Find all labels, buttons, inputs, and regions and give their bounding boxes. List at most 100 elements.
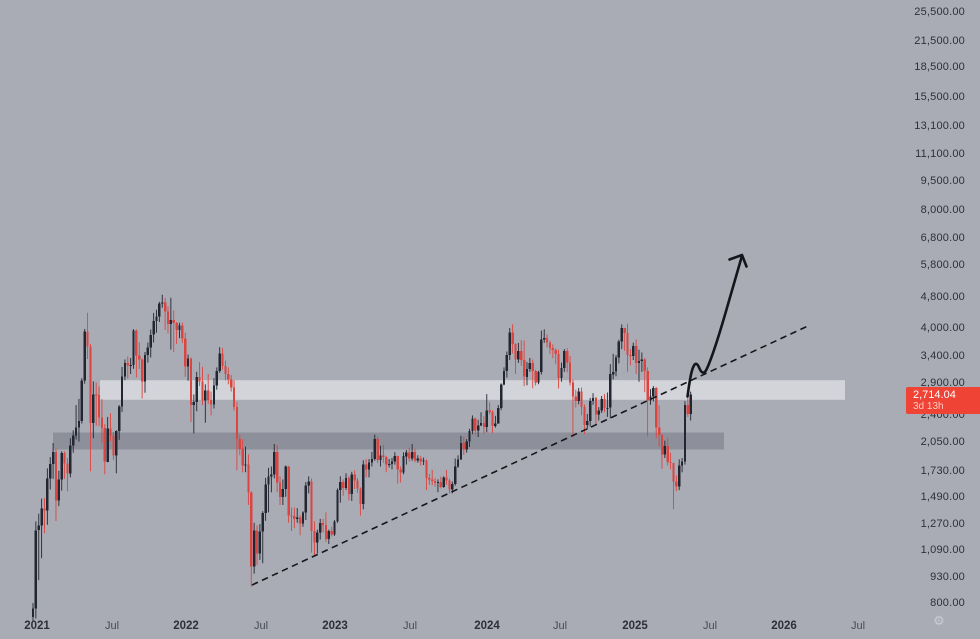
candle-body: [252, 530, 256, 567]
candle-body: [623, 328, 626, 333]
candle-body: [224, 365, 227, 374]
candle-body: [89, 346, 92, 424]
candle-body: [652, 387, 655, 397]
time-tick-label: Jul: [402, 620, 418, 632]
candle-body: [528, 363, 532, 369]
candle-body: [499, 384, 503, 409]
price-tick-label: 13,100.00: [914, 119, 965, 132]
support-zone[interactable]: [53, 432, 724, 450]
price-tick-label: 25,500.00: [914, 6, 965, 18]
candle-body: [92, 394, 95, 424]
price-tick-label: 4,800.00: [920, 291, 965, 304]
candle-body: [614, 357, 618, 372]
candle-body: [227, 374, 230, 380]
resistance-zone[interactable]: [100, 380, 845, 400]
candle-body: [454, 466, 457, 485]
candle-body: [321, 522, 325, 525]
candle-body: [436, 482, 440, 484]
candle-body: [583, 407, 586, 425]
candle-body: [554, 350, 557, 354]
candle-body: [109, 428, 112, 436]
candle-body: [198, 376, 201, 382]
candle-body: [514, 344, 517, 360]
candle-body: [517, 350, 520, 360]
candle-body: [551, 347, 554, 351]
candle-body: [313, 531, 316, 543]
price-tick-label: 1,090.00: [920, 544, 965, 557]
candle-body: [370, 459, 374, 463]
candle-body: [207, 390, 210, 400]
price-tick-label: 1,270.00: [920, 518, 965, 531]
time-tick-label: Jul: [253, 620, 269, 632]
candle-body: [72, 435, 75, 446]
candle-body: [448, 480, 451, 490]
price-tick-label: 2,050.00: [920, 436, 965, 449]
candle-body: [428, 477, 431, 480]
candle-body: [657, 427, 661, 435]
candle-body: [683, 405, 687, 462]
trendline-dashed[interactable]: [251, 324, 811, 586]
candle-body: [209, 399, 213, 405]
candle-body: [342, 482, 345, 488]
candle-body: [606, 407, 609, 409]
candle-body: [511, 332, 514, 345]
candle-body: [86, 331, 89, 347]
price-tick-label: 930.00: [930, 571, 965, 584]
projection-arrow[interactable]: [686, 256, 743, 398]
candle-body: [485, 410, 488, 428]
candle-body: [471, 418, 474, 432]
candle-body: [680, 461, 684, 466]
candle-body: [95, 394, 98, 396]
candle-body: [611, 371, 615, 375]
candle-body: [379, 455, 382, 460]
candle-body: [106, 428, 109, 462]
candle-body: [586, 421, 589, 425]
candle-body: [442, 477, 445, 487]
candle-body: [643, 359, 646, 372]
candle-body: [330, 531, 333, 535]
candle-body: [402, 456, 405, 473]
candle-body: [353, 474, 356, 481]
candle-body: [459, 442, 463, 460]
candle-body: [600, 398, 603, 411]
candle-body: [316, 532, 319, 543]
candle-body: [678, 465, 681, 487]
candle-body: [258, 531, 262, 554]
candle-body: [505, 355, 509, 372]
candle-body: [247, 464, 250, 493]
candle-body: [609, 374, 612, 408]
candle-body: [497, 408, 500, 424]
axis-settings-gear-icon[interactable]: ⚙: [933, 613, 945, 628]
candle-body: [46, 478, 49, 511]
candle-body: [192, 401, 195, 406]
candle-body: [563, 350, 566, 368]
candle-body: [115, 431, 118, 456]
candle-body: [634, 345, 638, 363]
candle-body: [465, 441, 468, 450]
candle-body: [301, 512, 305, 524]
price-axis[interactable]: 25,500.00 21,500.00 18,500.00 15,500.00 13,1…: [900, 0, 980, 612]
price-tick-label: 5,800.00: [920, 258, 965, 271]
candle-body: [640, 359, 644, 361]
candle-body: [118, 406, 121, 431]
candle-body: [431, 479, 434, 481]
time-axis[interactable]: 2021 Jul 2022 Jul 2023 Jul 2024 Jul 2025 Jul 2026 J…: [0, 612, 980, 639]
candle-body: [129, 365, 132, 366]
candle-body: [520, 350, 523, 361]
candle-body: [304, 485, 307, 513]
time-tick-label: Jul: [702, 620, 718, 632]
candle-body: [655, 387, 658, 428]
candle-body: [537, 371, 540, 383]
candle-body: [451, 484, 454, 490]
candle-body: [34, 530, 38, 609]
time-tick-label: 2025: [622, 620, 648, 632]
candle-body: [663, 446, 666, 455]
candle-body: [103, 428, 106, 462]
candle-body: [166, 311, 170, 324]
candle-body: [60, 453, 63, 480]
candle-body: [456, 459, 460, 467]
candle-body: [540, 339, 543, 372]
time-tick-label: 2024: [474, 620, 500, 632]
candle-body: [230, 379, 233, 388]
